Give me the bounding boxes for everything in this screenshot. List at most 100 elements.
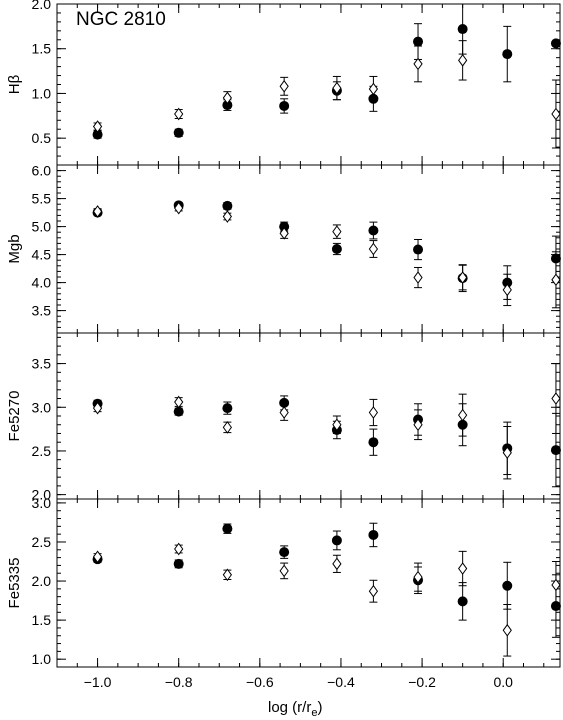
data-point-open bbox=[368, 82, 379, 96]
data-point-open bbox=[222, 91, 232, 105]
x-tick-label: −0.8 bbox=[165, 674, 193, 690]
data-point-open bbox=[332, 557, 342, 571]
x-tick-label: −0.4 bbox=[327, 674, 355, 690]
data-point-filled bbox=[368, 437, 379, 448]
data-point-filled bbox=[222, 523, 233, 534]
data-point-open bbox=[413, 418, 423, 432]
y-tick-label: 4.5 bbox=[32, 247, 52, 263]
svg-text:log (r/re): log (r/re) bbox=[268, 699, 322, 719]
data-point-open bbox=[174, 201, 184, 215]
data-point-open bbox=[368, 242, 379, 256]
y-axis-label: Fe5335 bbox=[6, 558, 23, 609]
data-point-filled bbox=[222, 200, 233, 211]
panel-frame bbox=[56, 498, 561, 668]
x-axis-label: log (r/re) bbox=[268, 699, 322, 719]
data-point-open bbox=[332, 81, 342, 95]
panel-frame bbox=[56, 164, 561, 334]
data-point-open bbox=[222, 568, 232, 582]
y-axis-label: Mgb bbox=[6, 234, 23, 263]
y-tick-label: 0.5 bbox=[32, 130, 52, 146]
y-tick-label: 3.0 bbox=[32, 399, 52, 415]
data-point-open bbox=[222, 421, 232, 434]
y-tick-label: 2.0 bbox=[32, 0, 52, 12]
y-tick-label: 1.5 bbox=[32, 612, 52, 628]
y-tick-label: 1.0 bbox=[32, 85, 52, 101]
data-point-filled bbox=[502, 49, 513, 60]
data-point-filled bbox=[331, 535, 342, 546]
data-point-filled bbox=[222, 403, 233, 414]
y-tick-label: 1.0 bbox=[32, 651, 52, 667]
panel-2: 3.5 4.0 4.5 5.0 5.5 6.0 Mgb bbox=[6, 163, 561, 334]
x-tick-label: −0.2 bbox=[408, 674, 436, 690]
data-point-open bbox=[413, 57, 423, 71]
data-point-open bbox=[368, 406, 379, 419]
data-point-open bbox=[502, 446, 512, 460]
data-point-filled bbox=[279, 100, 290, 111]
data-point-filled bbox=[279, 221, 290, 232]
data-point-open bbox=[279, 406, 289, 419]
y-axis-label: Hβ bbox=[6, 74, 23, 94]
panel-4: 1.0 1.5 2.0 2.5 3.0 Fe5335 bbox=[6, 495, 561, 668]
data-point-filled bbox=[502, 580, 513, 591]
data-point-open bbox=[551, 578, 561, 592]
y-tick-label: 6.0 bbox=[32, 163, 52, 179]
data-point-open bbox=[332, 225, 342, 238]
chart-title: NGC 2810 bbox=[76, 9, 166, 30]
data-point-filled bbox=[413, 244, 424, 255]
x-tick-label: 0.0 bbox=[493, 674, 513, 690]
chart-panels: 0.5 1.0 1.5 2.0 Hβ 3.5 4.0 4.5 5.0 5.5 6.0 Mgb 2.0 2.… bbox=[6, 0, 561, 690]
y-tick-label: 3.5 bbox=[32, 303, 52, 319]
data-point-open bbox=[279, 79, 289, 93]
data-point-filled bbox=[173, 558, 184, 569]
x-axis-label-subscript: e bbox=[311, 707, 317, 719]
data-point-open bbox=[458, 271, 468, 284]
y-tick-label: 5.5 bbox=[32, 191, 52, 207]
data-point-filled bbox=[222, 100, 233, 111]
data-point-open bbox=[551, 107, 561, 121]
y-tick-label: 1.5 bbox=[32, 41, 52, 57]
data-point-filled bbox=[279, 397, 290, 408]
data-point-open bbox=[551, 392, 561, 405]
data-point-filled bbox=[279, 547, 290, 558]
data-point-open bbox=[458, 53, 468, 67]
data-point-filled bbox=[457, 24, 468, 35]
x-tick-label: −0.6 bbox=[246, 674, 274, 690]
data-point-filled bbox=[173, 406, 184, 417]
y-tick-label: 5.0 bbox=[32, 219, 52, 235]
y-tick-label: 2.0 bbox=[32, 487, 52, 503]
data-point-open bbox=[92, 120, 103, 133]
x-axis-label-close: ) bbox=[317, 699, 322, 716]
data-point-open bbox=[458, 408, 468, 422]
data-point-filled bbox=[413, 36, 424, 47]
data-point-filled bbox=[368, 529, 379, 540]
data-point-filled bbox=[550, 38, 561, 49]
data-point-filled bbox=[92, 129, 103, 140]
data-point-open bbox=[368, 584, 379, 598]
data-point-open bbox=[279, 226, 289, 240]
y-axis-label: Fe5270 bbox=[6, 391, 23, 442]
data-point-open bbox=[92, 401, 103, 415]
data-point-open bbox=[502, 283, 512, 297]
y-tick-label: 2.5 bbox=[32, 443, 52, 459]
y-tick-label: 3.5 bbox=[32, 356, 52, 372]
data-point-filled bbox=[368, 225, 379, 236]
y-tick-label: 4.0 bbox=[32, 275, 52, 291]
x-axis-label-main: log (r/r bbox=[268, 699, 311, 716]
data-point-open bbox=[92, 550, 103, 564]
y-tick-label: 2.5 bbox=[32, 534, 52, 550]
panel-frame bbox=[56, 332, 561, 500]
y-tick-label: 3.0 bbox=[32, 495, 52, 511]
data-point-open bbox=[279, 564, 289, 578]
data-point-open bbox=[222, 210, 232, 223]
data-point-open bbox=[174, 395, 184, 409]
data-point-open bbox=[413, 570, 423, 584]
data-point-open bbox=[332, 418, 342, 432]
panel-1: 0.5 1.0 1.5 2.0 Hβ bbox=[6, 0, 561, 166]
data-point-open bbox=[413, 271, 423, 284]
data-point-filled bbox=[457, 596, 468, 607]
x-tick-label: −1.0 bbox=[84, 674, 112, 690]
data-point-open bbox=[174, 542, 184, 556]
data-point-filled bbox=[331, 244, 342, 254]
data-point-open bbox=[458, 562, 468, 575]
